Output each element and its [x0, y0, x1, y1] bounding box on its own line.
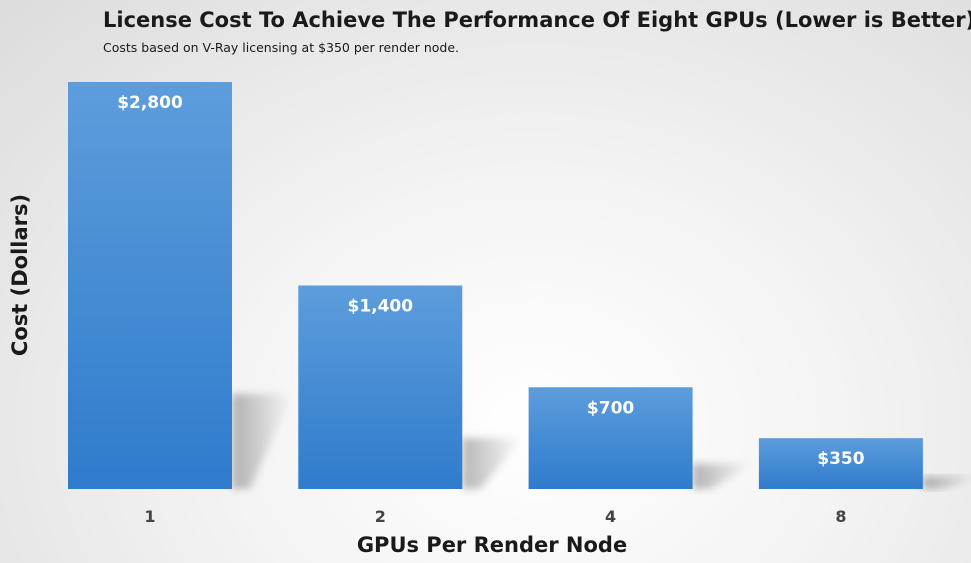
bar-shadow-8 [922, 476, 971, 489]
bar-shadow-1 [232, 394, 292, 489]
data-label-2: $1,400 [347, 297, 413, 317]
chart-title: License Cost To Achieve The Performance … [103, 8, 971, 32]
bar-shadow-4 [692, 463, 753, 489]
x-axis-label: GPUs Per Render Node [357, 533, 627, 557]
bar-8 [758, 438, 923, 489]
chart-subtitle: Costs based on V-Ray licensing at $350 p… [103, 40, 459, 55]
bar-4 [528, 387, 693, 489]
bar-1 [68, 82, 232, 489]
x-tick-label-1: 1 [144, 507, 155, 526]
data-label-8: $350 [817, 449, 864, 469]
data-label-4: $700 [587, 398, 634, 418]
bars-group [68, 82, 923, 489]
bar-shadows [232, 394, 971, 489]
y-axis-label: Cost (Dollars) [8, 194, 32, 356]
bar-2 [298, 285, 463, 489]
data-labels-group: $2,800 $1,400 $700 $350 [117, 93, 865, 469]
data-label-1: $2,800 [117, 93, 183, 113]
bar-shadow-2 [462, 438, 523, 489]
x-tick-labels-group: 1 2 4 8 [144, 507, 846, 526]
x-tick-label-8: 8 [835, 507, 846, 526]
x-tick-label-2: 2 [375, 507, 386, 526]
x-tick-label-4: 4 [605, 507, 616, 526]
